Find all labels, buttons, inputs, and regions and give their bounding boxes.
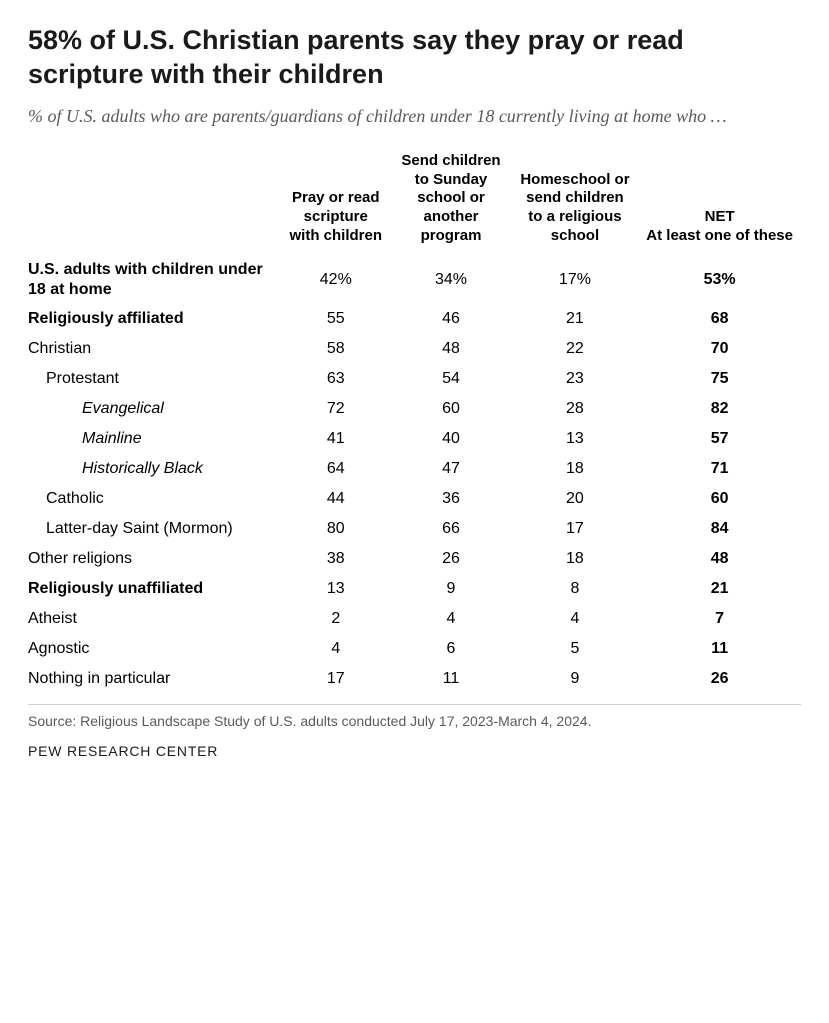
cell-net: 21 [638, 574, 801, 604]
table-row: Religiously unaffiliated139821 [28, 574, 801, 604]
source-note: Source: Religious Landscape Study of U.S… [28, 713, 801, 729]
table-row: Historically Black64471871 [28, 454, 801, 484]
cell-net: 82 [638, 394, 801, 424]
row-label: U.S. adults with children under 18 at ho… [28, 256, 281, 304]
cell-c1: 13 [281, 574, 390, 604]
cell-net: 60 [638, 484, 801, 514]
brand-footer: PEW RESEARCH CENTER [28, 743, 801, 759]
cell-c3: 17% [512, 256, 639, 304]
table-row: Nothing in particular1711926 [28, 664, 801, 694]
table-subtitle: % of U.S. adults who are parents/guardia… [28, 104, 801, 128]
cell-net: 71 [638, 454, 801, 484]
cell-c1: 42% [281, 256, 390, 304]
net-label-sub: At least one of these [646, 227, 793, 246]
row-label: Protestant [28, 364, 281, 394]
data-table: Pray or read scripture with children Sen… [28, 146, 801, 694]
cell-c3: 22 [512, 334, 639, 364]
col-header-pray: Pray or read scripture with children [281, 146, 390, 256]
table-body: U.S. adults with children under 18 at ho… [28, 256, 801, 694]
cell-c1: 2 [281, 604, 390, 634]
cell-c3: 18 [512, 454, 639, 484]
table-row: Other religions38261848 [28, 544, 801, 574]
cell-net: 26 [638, 664, 801, 694]
cell-c2: 26 [390, 544, 511, 574]
cell-c3: 9 [512, 664, 639, 694]
col-header-sunday: Send children to Sunday school or anothe… [390, 146, 511, 256]
table-row: Catholic44362060 [28, 484, 801, 514]
table-row: Mainline41401357 [28, 424, 801, 454]
cell-c3: 21 [512, 304, 639, 334]
cell-c3: 4 [512, 604, 639, 634]
cell-c1: 41 [281, 424, 390, 454]
cell-c3: 20 [512, 484, 639, 514]
cell-net: 84 [638, 514, 801, 544]
cell-c3: 13 [512, 424, 639, 454]
cell-c1: 4 [281, 634, 390, 664]
row-label: Atheist [28, 604, 281, 634]
divider [28, 704, 801, 705]
cell-net: 48 [638, 544, 801, 574]
cell-c2: 66 [390, 514, 511, 544]
cell-c3: 8 [512, 574, 639, 604]
cell-c3: 17 [512, 514, 639, 544]
row-label: Latter-day Saint (Mormon) [28, 514, 281, 544]
cell-c1: 17 [281, 664, 390, 694]
cell-c1: 72 [281, 394, 390, 424]
cell-c2: 11 [390, 664, 511, 694]
table-row: Evangelical72602882 [28, 394, 801, 424]
table-title: 58% of U.S. Christian parents say they p… [28, 24, 801, 92]
cell-c1: 44 [281, 484, 390, 514]
cell-net: 57 [638, 424, 801, 454]
cell-c2: 60 [390, 394, 511, 424]
cell-c1: 55 [281, 304, 390, 334]
cell-net: 75 [638, 364, 801, 394]
cell-c2: 40 [390, 424, 511, 454]
row-label: Agnostic [28, 634, 281, 664]
table-row: Religiously affiliated55462168 [28, 304, 801, 334]
table-row: Atheist2447 [28, 604, 801, 634]
cell-c3: 18 [512, 544, 639, 574]
table-row: Protestant63542375 [28, 364, 801, 394]
cell-c1: 38 [281, 544, 390, 574]
row-label: Other religions [28, 544, 281, 574]
cell-c2: 48 [390, 334, 511, 364]
row-label: Nothing in particular [28, 664, 281, 694]
cell-c1: 64 [281, 454, 390, 484]
row-label: Mainline [28, 424, 281, 454]
cell-c2: 6 [390, 634, 511, 664]
col-header-homeschool: Homeschool or send children to a religio… [512, 146, 639, 256]
net-label-top: NET [646, 208, 793, 227]
row-label: Evangelical [28, 394, 281, 424]
row-label: Religiously unaffiliated [28, 574, 281, 604]
cell-c3: 23 [512, 364, 639, 394]
cell-c2: 36 [390, 484, 511, 514]
table-header-row: Pray or read scripture with children Sen… [28, 146, 801, 256]
row-label: Christian [28, 334, 281, 364]
cell-net: 70 [638, 334, 801, 364]
cell-c3: 5 [512, 634, 639, 664]
cell-c2: 47 [390, 454, 511, 484]
cell-c2: 46 [390, 304, 511, 334]
row-label: Religiously affiliated [28, 304, 281, 334]
cell-c2: 54 [390, 364, 511, 394]
row-label: Catholic [28, 484, 281, 514]
cell-net: 53% [638, 256, 801, 304]
cell-net: 11 [638, 634, 801, 664]
table-row: Agnostic46511 [28, 634, 801, 664]
cell-c1: 80 [281, 514, 390, 544]
cell-c2: 34% [390, 256, 511, 304]
cell-c3: 28 [512, 394, 639, 424]
cell-net: 68 [638, 304, 801, 334]
cell-c2: 9 [390, 574, 511, 604]
cell-c2: 4 [390, 604, 511, 634]
cell-c1: 63 [281, 364, 390, 394]
table-row: Christian58482270 [28, 334, 801, 364]
row-label: Historically Black [28, 454, 281, 484]
cell-net: 7 [638, 604, 801, 634]
col-header-net: NET At least one of these [638, 146, 801, 256]
col-header-label [28, 146, 281, 256]
table-row: U.S. adults with children under 18 at ho… [28, 256, 801, 304]
cell-c1: 58 [281, 334, 390, 364]
table-row: Latter-day Saint (Mormon)80661784 [28, 514, 801, 544]
